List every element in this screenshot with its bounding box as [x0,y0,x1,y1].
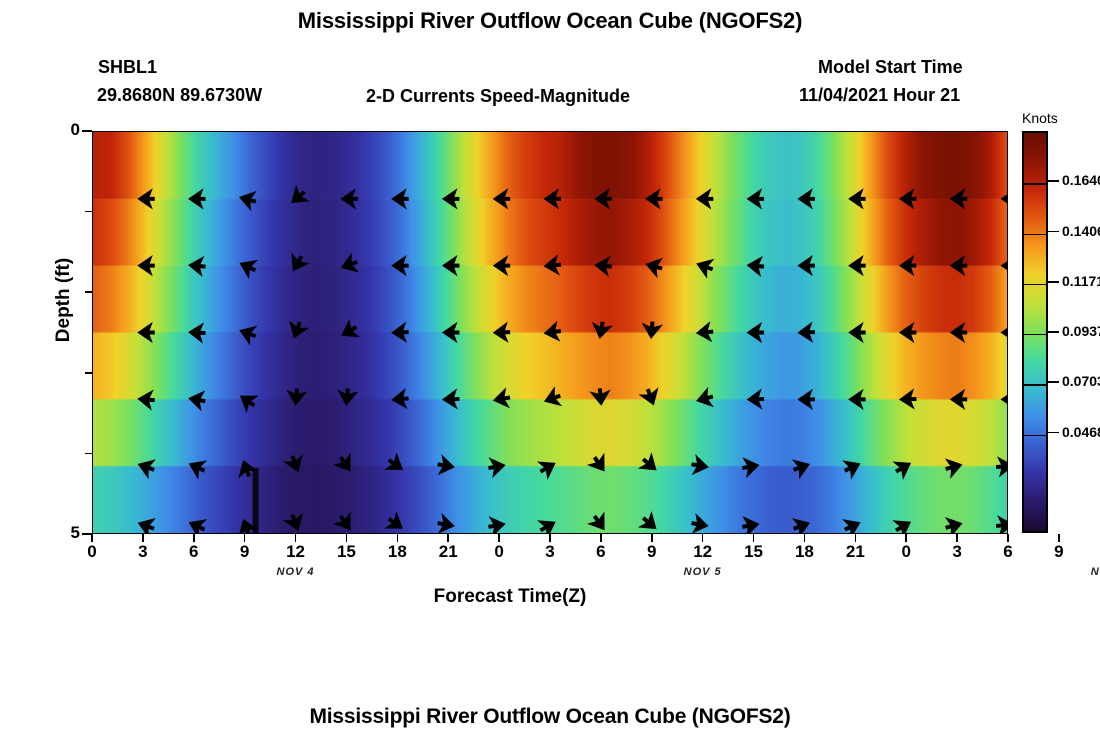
x-axis-tick [243,534,246,542]
x-axis-tick-label: 3 [952,542,962,561]
x-axis-tick-label: 6 [189,542,199,561]
x-axis-tick [498,534,500,542]
x-axis-tick-label: 21 [845,542,865,561]
y-axis-tick-label: 0 [70,120,80,139]
x-axis-tick [752,534,755,542]
x-axis-title: Forecast Time(Z) [433,586,587,607]
x-axis-tick-label: 6 [1003,542,1013,561]
colorbar-gradient [1024,133,1046,531]
x-axis-day-label: NOV 5 [683,566,722,578]
colorbar-tick [1048,180,1059,183]
colorbar-tick-label: 0.09375 [1062,323,1100,339]
x-axis-tick-label: 9 [1054,542,1064,561]
colorbar-segment-line [1024,283,1046,286]
colorbar-tick-label: 0.04687 [1062,423,1100,440]
colorbar-tick-label: 0.07031 [1062,373,1100,390]
x-axis-tick-label: 6 [596,542,606,561]
x-axis-tick-label: 0 [494,542,504,561]
x-axis-day-label: NOV 6 [1090,566,1100,578]
x-axis-tick [600,534,602,542]
x-axis-tick [447,534,450,542]
colorbar-title: Knots [1022,110,1058,126]
colorbar-segment-line [1024,384,1046,386]
colorbar-segment-line [1024,434,1046,436]
colorbar-segment-line [1024,334,1046,336]
colorbar-tick-label: 0.14062 [1062,222,1100,239]
y-axis-tick [82,533,92,535]
x-axis-tick-label: 18 [794,542,814,561]
x-axis-tick-label: 9 [239,542,250,561]
y-axis-tick [85,452,92,455]
x-axis-tick [396,534,399,542]
x-axis-tick-label: 3 [545,542,555,561]
x-axis-tick-label: 0 [87,542,97,561]
colorbar-tick-label: 0.11718 [1062,272,1100,289]
colorbar-tick [1048,431,1059,434]
x-axis-tick [294,534,297,542]
x-axis-day-label: NOV 4 [276,566,315,578]
x-axis-tick [549,534,551,542]
colorbar-tick [1048,331,1059,333]
x-axis-tick [854,534,857,542]
y-axis-tick [85,291,92,293]
chart-subtitle: 2-D Currents Speed-Magnitude [366,86,631,106]
y-axis-tick [85,372,92,374]
station-id-label: SHBL1 [98,57,158,77]
x-axis-tick-label: 15 [744,542,763,561]
x-axis-tick-label: 15 [336,542,356,561]
speed-magnitude-heatmap [93,132,1007,533]
x-axis-tick [142,534,144,542]
x-axis-tick [1007,534,1009,542]
colorbar-tick [1048,280,1059,283]
page-title: Mississippi River Outflow Ocean Cube (NG… [297,8,803,33]
colorbar-tick [1048,230,1059,233]
heatmap-plot-area [92,131,1008,534]
x-axis-tick-label: 18 [387,542,407,561]
x-axis-tick-label: 9 [647,542,657,561]
x-axis-tick [803,534,806,542]
station-coordinates-label: 29.8680N 89.6730W [97,85,263,105]
x-axis-tick-label: 12 [693,542,713,561]
x-axis-tick [701,534,704,542]
x-axis-tick [192,534,195,542]
x-axis-tick [345,534,348,542]
x-axis-tick [91,534,93,542]
y-axis-tick [85,210,92,213]
bottom-page-title: Mississippi River Outflow Ocean Cube (NG… [309,705,791,728]
colorbar-tick-label: 0.16406 [1062,172,1100,189]
model-start-time-label: Model Start Time [818,57,963,77]
colorbar-segment-line [1024,233,1046,235]
x-axis-tick-label: 12 [286,542,305,561]
model-start-time-value: 11/04/2021 Hour 21 [799,85,961,105]
x-axis-tick [905,534,908,542]
colorbar-tick [1048,381,1059,384]
x-axis-tick-label: 21 [438,542,458,561]
x-axis-tick [956,534,958,542]
y-axis-tick-label: 5 [70,523,80,542]
colorbar [1022,131,1048,533]
colorbar-segment-line [1024,183,1046,185]
y-axis-title: Depth (ft) [53,257,74,343]
y-axis-tick [82,130,92,132]
x-axis-tick-label: 12 [1090,542,1100,562]
x-axis-tick-label: 0 [901,542,911,561]
x-axis-tick [650,534,653,542]
x-axis-tick-label: 3 [138,542,148,561]
x-axis-tick [1058,534,1060,542]
